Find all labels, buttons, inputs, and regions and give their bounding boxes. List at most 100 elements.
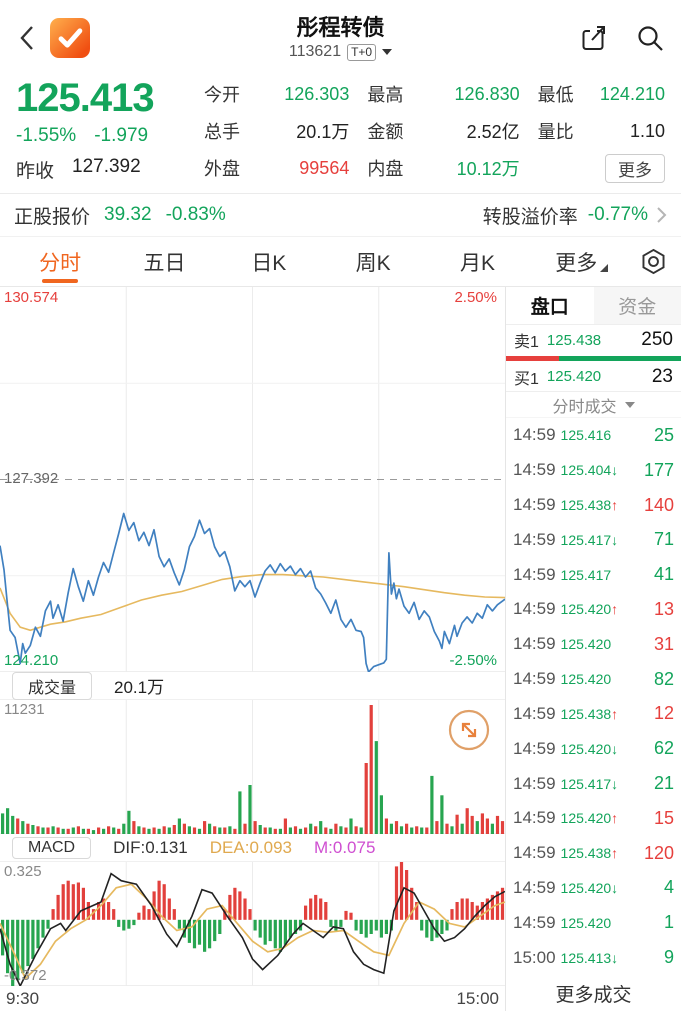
expand-chart-button[interactable] — [447, 708, 491, 752]
macd-chart[interactable]: 0.325 -0.372 — [0, 862, 505, 986]
macd-indicator-button[interactable]: MACD — [12, 836, 92, 859]
volume-indicator-button[interactable]: 成交量 — [12, 671, 93, 700]
tab-monthly-k[interactable]: 月K — [425, 237, 529, 286]
tab-timeline[interactable]: 分时 — [8, 237, 112, 286]
trade-volume: 9 — [663, 947, 674, 968]
trade-row: 14:59 125.420 ↑ 15 — [513, 801, 674, 836]
stat-label: 最低 — [537, 85, 574, 105]
header: 彤程转债 113621 T+0 — [0, 0, 681, 76]
more-trades-button[interactable]: 更多成交 — [555, 984, 632, 1006]
tab-daily-k[interactable]: 日K — [217, 237, 321, 286]
buy1-row[interactable]: 买1 125.420 23 — [506, 362, 681, 392]
trade-price: 125.413 — [560, 949, 612, 966]
tab-order-book[interactable]: 盘口 — [506, 287, 594, 324]
buy-ratio-segment — [558, 356, 681, 361]
more-stats-button[interactable]: 更多 — [604, 153, 665, 183]
trade-price: 125.404 — [560, 462, 612, 479]
trade-time: 14:59 — [513, 703, 556, 723]
trade-volume: 25 — [653, 424, 674, 445]
trade-time: 14:59 — [513, 495, 556, 515]
prev-close-label: 昨收 — [16, 161, 55, 182]
search-button[interactable] — [635, 23, 665, 53]
trade-row: 14:59 125.438 ↑ 12 — [513, 697, 674, 732]
time-end-label: 15:00 — [456, 988, 499, 1008]
trade-row: 14:59 125.438 ↑ 140 — [513, 488, 674, 523]
chart-settings-button[interactable] — [634, 237, 673, 286]
trade-volume: 41 — [653, 564, 674, 585]
current-price: 125.413 — [16, 76, 155, 120]
quote-section: 125.413 -1.55% -1.979 昨收 127.392 今开 126.3… — [0, 76, 681, 193]
stat-label: 总手 — [204, 122, 240, 142]
trades-header-dropdown[interactable]: 分时成交 — [506, 392, 681, 418]
page-title: 彤程转债 — [296, 14, 385, 40]
chevron-down-icon — [624, 401, 635, 408]
trade-row: 14:59 125.420 1 — [513, 905, 674, 940]
trade-row: 14:59 125.417 ↓ 21 — [513, 766, 674, 801]
arrow-up-icon: ↑ — [611, 497, 619, 514]
sell1-row[interactable]: 卖1 125.438 250 — [506, 325, 681, 355]
trade-row: 14:59 125.417 ↓ 71 — [513, 522, 674, 557]
underlying-row[interactable]: 正股报价 39.32 -0.83% 转股溢价率 -0.77% — [0, 193, 681, 237]
stat-cell: 总手 20.1万 — [204, 119, 349, 143]
trade-time: 14:59 — [513, 599, 556, 619]
trade-row: 14:59 125.420 ↑ 13 — [513, 592, 674, 627]
trade-time: 14:59 — [513, 877, 556, 897]
tab-five-day[interactable]: 五日 — [112, 237, 216, 286]
tab-funds[interactable]: 资金 — [618, 297, 657, 318]
buy1-volume: 23 — [651, 365, 673, 387]
tab-weekly-k[interactable]: 周K — [321, 237, 425, 286]
trade-price: 125.420 — [560, 914, 612, 931]
trade-volume: 21 — [653, 773, 674, 794]
macd-m-value: M:0.075 — [314, 837, 376, 857]
trade-row: 14:59 125.420 82 — [513, 662, 674, 697]
chevron-right-icon — [657, 207, 667, 223]
trade-time: 14:59 — [513, 634, 556, 654]
trade-price: 125.438 — [560, 845, 612, 862]
stat-value: 126.830 — [454, 83, 520, 104]
trade-volume: 177 — [643, 459, 674, 480]
sell1-volume: 250 — [641, 329, 673, 350]
underlying-label: 正股报价 — [14, 206, 91, 228]
macd-dif-value: DIF:0.131 — [113, 837, 188, 857]
share-button[interactable] — [579, 23, 609, 53]
trade-price: 125.420 — [560, 671, 612, 688]
order-panel: 盘口 资金 卖1 125.438 250 买1 125.420 23 分时成交 — [505, 287, 681, 1011]
trade-time: 14:59 — [513, 912, 556, 932]
prev-close-value: 127.392 — [72, 156, 141, 177]
tab-label: 更多 — [555, 251, 598, 275]
trade-volume: 1 — [663, 912, 674, 933]
trades-list[interactable]: 14:59 125.416 25 14:59 125.404 ↓ 177 14:59 125.4… — [506, 418, 681, 975]
pct-axis-min: -2.50% — [449, 652, 497, 669]
trades-header-label: 分时成交 — [552, 398, 617, 416]
chart-column: 130.574 2.50% 127.392 124.210 -2.50% 成交量… — [0, 287, 505, 1011]
trade-price: 125.416 — [560, 427, 612, 444]
trade-row: 14:59 125.416 25 — [513, 418, 674, 453]
intraday-chart[interactable]: 130.574 2.50% 127.392 124.210 -2.50% — [0, 287, 505, 672]
trade-price: 125.417 — [560, 531, 612, 548]
stat-value: 10.12万 — [456, 159, 520, 179]
tab-label: 日K — [251, 251, 287, 275]
trade-price: 125.420 — [560, 740, 612, 757]
quote-stats: 今开 126.303 最高 126.830 最低 124.210 总手 20.1万 金额 2.52… — [204, 76, 665, 183]
tab-label: 分时 — [39, 251, 82, 275]
stat-value: 20.1万 — [296, 122, 350, 142]
buy1-price: 125.420 — [546, 368, 602, 385]
arrow-up-icon: ↑ — [611, 601, 619, 618]
panel-tabs: 盘口 资金 — [506, 287, 681, 325]
volume-chart[interactable]: 11231 — [0, 700, 505, 834]
trade-row: 14:59 125.404 ↓ 177 — [513, 453, 674, 488]
code-row[interactable]: 113621 T+0 — [136, 43, 545, 61]
trade-time: 14:59 — [513, 564, 556, 584]
tab-more[interactable]: 更多 — [530, 237, 634, 286]
stat-label: 量比 — [537, 122, 574, 142]
macd-axis-min: -0.372 — [4, 967, 47, 984]
back-button[interactable] — [16, 23, 38, 53]
stat-label: 内盘 — [367, 159, 404, 179]
prev-close-line-label: 127.392 — [4, 470, 59, 487]
arrow-down-icon: ↓ — [611, 775, 619, 792]
stat-cell: 金额 2.52亿 — [367, 119, 519, 143]
trade-volume: 140 — [643, 494, 674, 515]
trade-row: 14:59 125.420 ↓ 4 — [513, 871, 674, 906]
trade-volume: 31 — [653, 633, 674, 654]
trade-time: 14:59 — [513, 529, 556, 549]
